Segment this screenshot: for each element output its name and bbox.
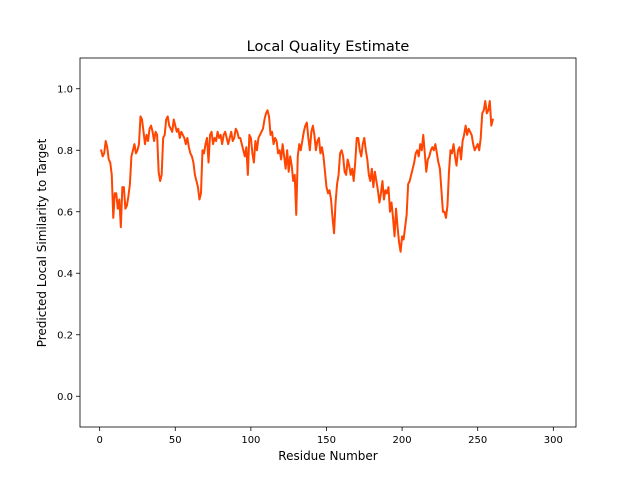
x-tick-label: 200 (393, 435, 412, 446)
y-tick-label: 0.4 (57, 269, 73, 280)
x-axis-title: Residue Number (278, 449, 377, 463)
series-layer (100, 100, 494, 253)
y-tick-label: 0.8 (57, 146, 73, 157)
y-axis-title: Predicted Local Similarity to Target (35, 138, 49, 347)
x-tick-label: 250 (468, 435, 487, 446)
series-line-1 (100, 100, 494, 253)
y-axis-ticks: 0.0 0.2 0.4 0.6 0.8 1.0 (57, 84, 80, 403)
chart-title: Local Quality Estimate (247, 39, 410, 55)
y-tick-label: 0.6 (57, 207, 73, 218)
y-tick-label: 0.2 (57, 330, 73, 341)
x-tick-label: 150 (317, 435, 336, 446)
x-axis-ticks: 0 50 100 150 200 250 300 (96, 427, 563, 446)
y-tick-label: 0.0 (57, 392, 73, 403)
x-tick-label: 0 (96, 435, 102, 446)
y-tick-label: 1.0 (57, 84, 73, 95)
plot-area (80, 58, 576, 427)
x-tick-label: 50 (169, 435, 182, 446)
x-tick-label: 100 (241, 435, 260, 446)
x-tick-label: 300 (544, 435, 563, 446)
plot-frame (79, 57, 577, 428)
